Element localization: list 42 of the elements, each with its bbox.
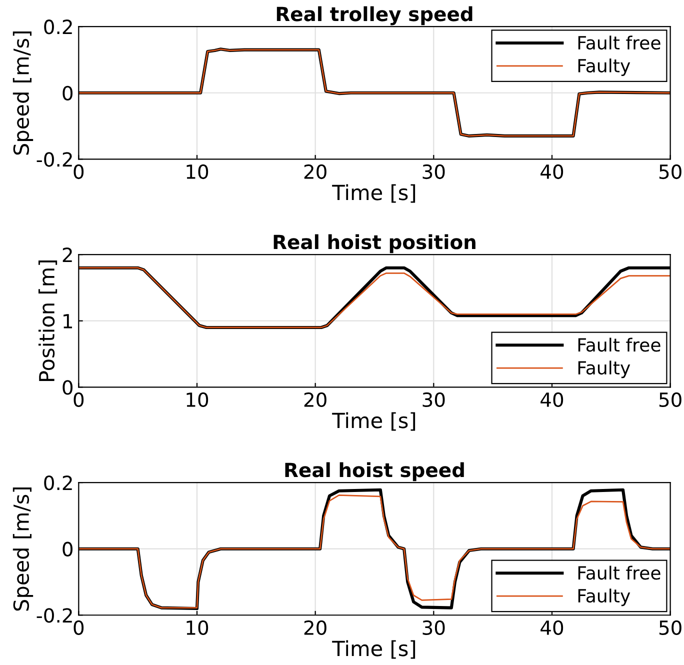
legend-label: Faulty — [578, 588, 630, 606]
y-tick-label: 1 — [64, 314, 72, 328]
x-tick-label: 50 — [659, 392, 682, 408]
y-tick-label: -0.2 — [36, 608, 72, 623]
legend-label: Faulty — [578, 360, 630, 378]
x-tick-label: 40 — [540, 164, 564, 180]
chart-title: Real trolley speed — [276, 6, 472, 26]
x-tick-label: 40 — [540, 620, 564, 636]
x-tick-label: 10 — [186, 164, 208, 180]
legend-label: Fault free — [578, 566, 660, 580]
y-axis-title: Speed [m/s] — [12, 31, 34, 155]
x-tick-label: 50 — [659, 164, 682, 180]
y-axis-title: Speed [m/s] — [12, 487, 34, 611]
x-tick-label: 10 — [186, 620, 208, 636]
x-axis-title: Time [s] — [332, 184, 416, 203]
y-tick-label: 2 — [62, 248, 72, 262]
x-tick-label: 30 — [422, 164, 445, 180]
x-tick-label: 20 — [304, 392, 326, 408]
y-axis-title: Position [m] — [38, 260, 58, 381]
y-tick-label: -0.2 — [36, 152, 72, 167]
x-tick-label: 0 — [74, 620, 84, 636]
x-tick-label: 20 — [304, 164, 326, 180]
x-tick-label: 0 — [74, 392, 84, 408]
x-tick-label: 30 — [422, 620, 445, 636]
chart-title: Real hoist position — [274, 234, 476, 254]
legend-label: Fault free — [578, 36, 660, 50]
y-tick-label: 0.2 — [44, 20, 72, 34]
x-axis-title: Time [s] — [332, 640, 416, 659]
legend-label: Fault free — [578, 338, 660, 352]
chart-title: Real hoist speed — [285, 462, 464, 482]
x-tick-label: 50 — [659, 620, 682, 636]
x-axis-title: Time [s] — [332, 412, 416, 431]
x-tick-label: 10 — [186, 392, 208, 408]
y-tick-label: 0 — [62, 542, 73, 557]
legend-label: Faulty — [578, 58, 630, 76]
y-tick-label: 0 — [62, 86, 73, 101]
x-tick-label: 0 — [74, 164, 84, 180]
y-tick-label: 0.2 — [44, 476, 72, 490]
x-tick-label: 20 — [304, 620, 326, 636]
x-tick-label: 40 — [540, 392, 564, 408]
y-tick-label: 0 — [62, 380, 73, 395]
x-tick-label: 30 — [422, 392, 445, 408]
